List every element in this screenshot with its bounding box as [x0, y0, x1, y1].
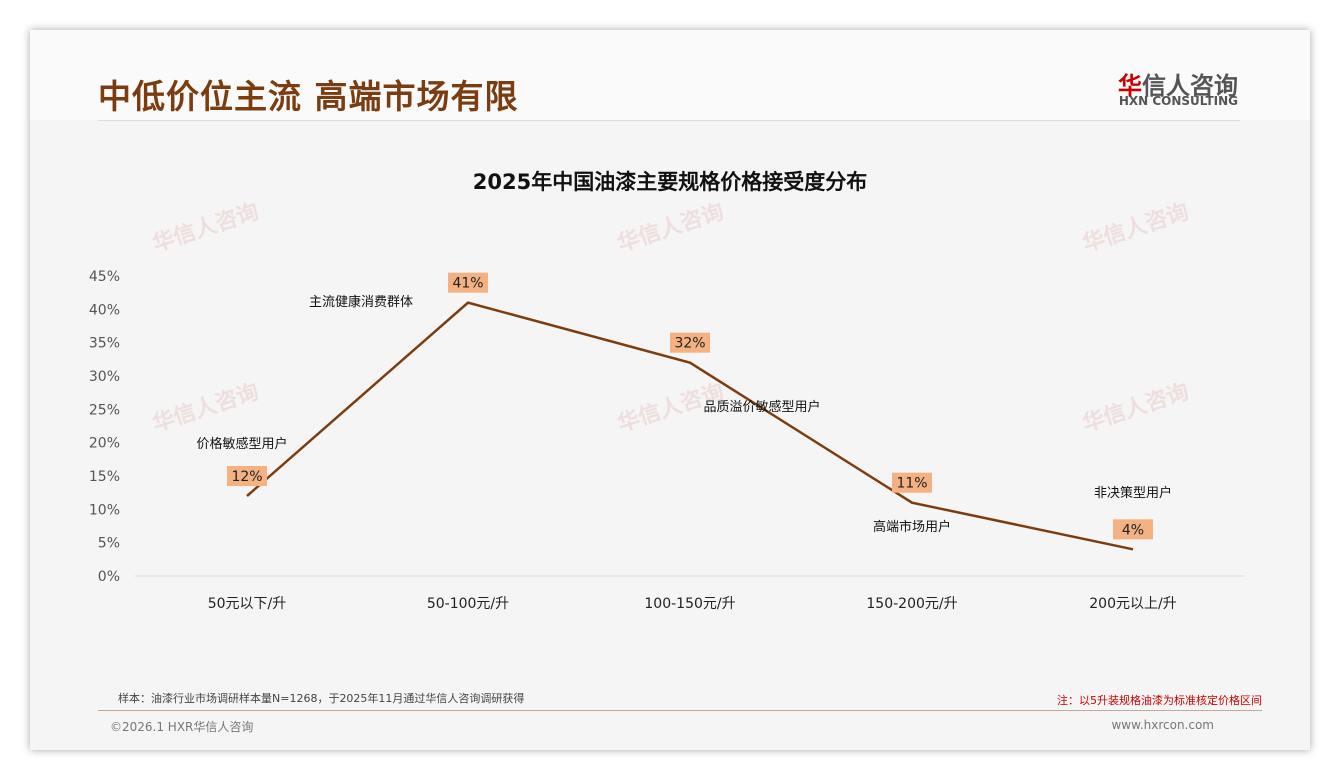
y-tick-label: 5%	[98, 536, 120, 552]
header	[30, 30, 1310, 120]
y-tick-label: 10%	[89, 502, 120, 518]
logo-text: 信人咨询	[1142, 72, 1238, 100]
data-label-bg	[670, 332, 710, 353]
data-label: 12%	[231, 469, 262, 485]
y-tick-label: 40%	[89, 302, 120, 318]
y-tick-label: 0%	[98, 569, 120, 585]
data-label: 41%	[452, 276, 483, 292]
x-tick-label: 200元以上/升	[1089, 596, 1176, 612]
y-tick-label: 20%	[89, 436, 120, 452]
x-tick-label: 50元以下/升	[208, 596, 287, 612]
data-label-bg	[227, 466, 267, 486]
data-label: 11%	[896, 476, 927, 492]
annotation: 高端市场用户	[873, 519, 951, 535]
x-tick-label: 150-200元/升	[866, 596, 957, 612]
y-tick-label: 35%	[89, 336, 120, 352]
series-line	[246, 301, 1134, 551]
annotation: 品质溢价敏感型用户	[703, 399, 820, 415]
y-tick-label: 15%	[89, 469, 120, 485]
line-chart: 0% 5% 10% 15% 20% 25% 30% 35% 40% 45% 50元以下/升 50-10…	[89, 269, 1245, 612]
annotation: 非决策型用户	[1094, 485, 1172, 501]
y-tick-label: 45%	[89, 269, 120, 285]
y-tick-label: 30%	[89, 369, 120, 385]
copyright: ©2026.1 HXR华信人咨询	[110, 720, 254, 734]
slide: 中低价位主流 高端市场有限 华信人咨询 HXN CONSULTING 华信人咨询…	[30, 30, 1310, 750]
x-tick-label: 50-100元/升	[427, 596, 509, 612]
data-label-bg	[448, 272, 488, 293]
logo: 华信人咨询	[1118, 66, 1238, 101]
logo-red: 华	[1118, 72, 1142, 100]
chart-title: 2025年中国油漆主要规格价格接受度分布	[472, 170, 868, 194]
website: www.hxrcon.com	[1111, 718, 1214, 732]
divider	[98, 120, 1240, 121]
data-label-bg	[892, 472, 932, 493]
price-note: 注：以5升装规格油漆为标准核定价格区间	[1057, 694, 1262, 707]
footer-divider	[98, 710, 1262, 711]
annotation: 主流健康消费群体	[309, 294, 413, 310]
annotation: 价格敏感型用户	[196, 436, 287, 452]
y-tick-label: 25%	[89, 402, 120, 418]
x-tick-label: 100-150元/升	[644, 596, 735, 612]
data-label: 32%	[674, 336, 705, 352]
data-label: 4%	[1122, 522, 1144, 538]
page-title: 中低价位主流 高端市场有限	[98, 77, 519, 116]
sample-note: 样本：油漆行业市场调研样本量N=1268，于2025年11月通过华信人咨询调研获…	[118, 692, 525, 705]
data-label-bg	[1113, 519, 1153, 540]
logo-subtitle: HXN CONSULTING	[1118, 94, 1238, 108]
